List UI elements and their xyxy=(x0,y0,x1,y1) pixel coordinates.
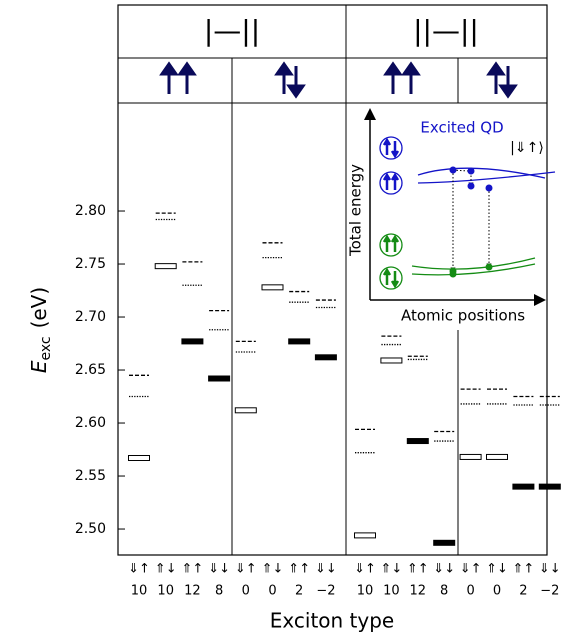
y-tick-label: 2.65 xyxy=(75,362,106,378)
level-bar xyxy=(261,284,284,291)
curve xyxy=(411,257,536,270)
y-tick-label: 2.80 xyxy=(75,203,106,219)
level-bar xyxy=(380,357,403,364)
inset-state: |⇓↑⟩ xyxy=(510,140,544,156)
spin-icons xyxy=(159,61,518,99)
level-bar xyxy=(538,483,561,490)
x-tick-label: 12 xyxy=(184,584,201,599)
x-tick-label: ⇓↓ xyxy=(433,562,455,577)
y-tick-label: 2.50 xyxy=(75,521,106,537)
y-axis-label: Eexc (eV) xyxy=(27,287,55,373)
header: |—|| xyxy=(204,14,260,47)
x-tick-label: ⇑↓ xyxy=(381,562,403,577)
x-tick-label: ⇑↑ xyxy=(182,562,204,577)
state-arrows xyxy=(382,137,400,289)
level-bar xyxy=(288,338,311,345)
x-tick-label: 10 xyxy=(131,584,148,599)
x-tick-label: 8 xyxy=(215,584,223,599)
x-tick-label: 0 xyxy=(268,584,276,599)
y-tick-label: 2.70 xyxy=(75,309,106,325)
x-tick-label: 0 xyxy=(242,584,250,599)
inset-ylabel: Total energy xyxy=(347,164,365,257)
level-bar xyxy=(512,483,535,490)
level-bar xyxy=(486,453,508,460)
x-tick-label: 10 xyxy=(383,584,400,599)
y-tick-label: 2.75 xyxy=(75,256,106,272)
curve xyxy=(417,171,556,184)
x-tick-label: 0 xyxy=(493,584,501,599)
inset-title: Excited QD xyxy=(420,119,503,137)
level-bar xyxy=(459,453,482,460)
y-label-unit: (eV) xyxy=(27,287,51,329)
level-bar xyxy=(234,407,257,414)
level-bar xyxy=(354,532,376,539)
x-tick-label: 8 xyxy=(440,584,448,599)
x-tick-label: ⇓↓ xyxy=(315,562,337,577)
level-bar xyxy=(128,455,150,462)
marks xyxy=(128,212,561,546)
level-bar xyxy=(154,263,177,270)
x-tick-label: 12 xyxy=(410,584,427,599)
y-label-main: E xyxy=(27,360,51,373)
x-tick-label: 10 xyxy=(157,584,174,599)
transition xyxy=(452,169,469,172)
y-tick-label: 2.60 xyxy=(75,415,106,431)
level-bar xyxy=(208,375,231,382)
x-tick-label: 0 xyxy=(466,584,474,599)
x-tick-label: ⇑↑ xyxy=(407,562,429,577)
x-tick-label: ⇑↑ xyxy=(513,562,535,577)
state-icons xyxy=(379,136,403,290)
x-tick-label: 10 xyxy=(357,584,374,599)
x-tick-label: 2 xyxy=(519,584,527,599)
level-bar xyxy=(433,539,456,546)
x-tick-label: ⇑↑ xyxy=(288,562,310,577)
level-bar xyxy=(314,354,337,361)
level-bar xyxy=(406,438,429,445)
x-tick-label: ⇓↓ xyxy=(539,562,561,577)
x-tick-label: ⇓↑ xyxy=(460,562,482,577)
y-label-sub: exc xyxy=(38,336,54,360)
x-tick-label: ⇑↓ xyxy=(262,562,284,577)
x-tick-label: ⇓↑ xyxy=(354,562,376,577)
inset: Excited QD |⇓↑⟩ Total energy Atomic posi… xyxy=(347,104,556,330)
x-tick-label: 2 xyxy=(295,584,303,599)
inset-xlabel: Atomic positions xyxy=(401,307,525,325)
x-tick-label: ⇓↓ xyxy=(208,562,230,577)
x-tick-label: ⇑↓ xyxy=(486,562,508,577)
dots xyxy=(449,166,493,192)
x-axis-label: Exciton type xyxy=(270,609,394,633)
y-tick-label: 2.55 xyxy=(75,468,106,484)
dots xyxy=(449,263,493,278)
x-tick-label: −2 xyxy=(540,584,559,599)
curve xyxy=(411,263,536,276)
x-tick-label: ⇓↑ xyxy=(128,562,150,577)
x-tick-label: ⇓↑ xyxy=(235,562,257,577)
frame xyxy=(117,4,548,556)
x-tick-label: −2 xyxy=(316,584,335,599)
header: ||—|| xyxy=(413,14,479,47)
level-bar xyxy=(181,338,204,345)
x-tick-label: ⇑↓ xyxy=(155,562,177,577)
